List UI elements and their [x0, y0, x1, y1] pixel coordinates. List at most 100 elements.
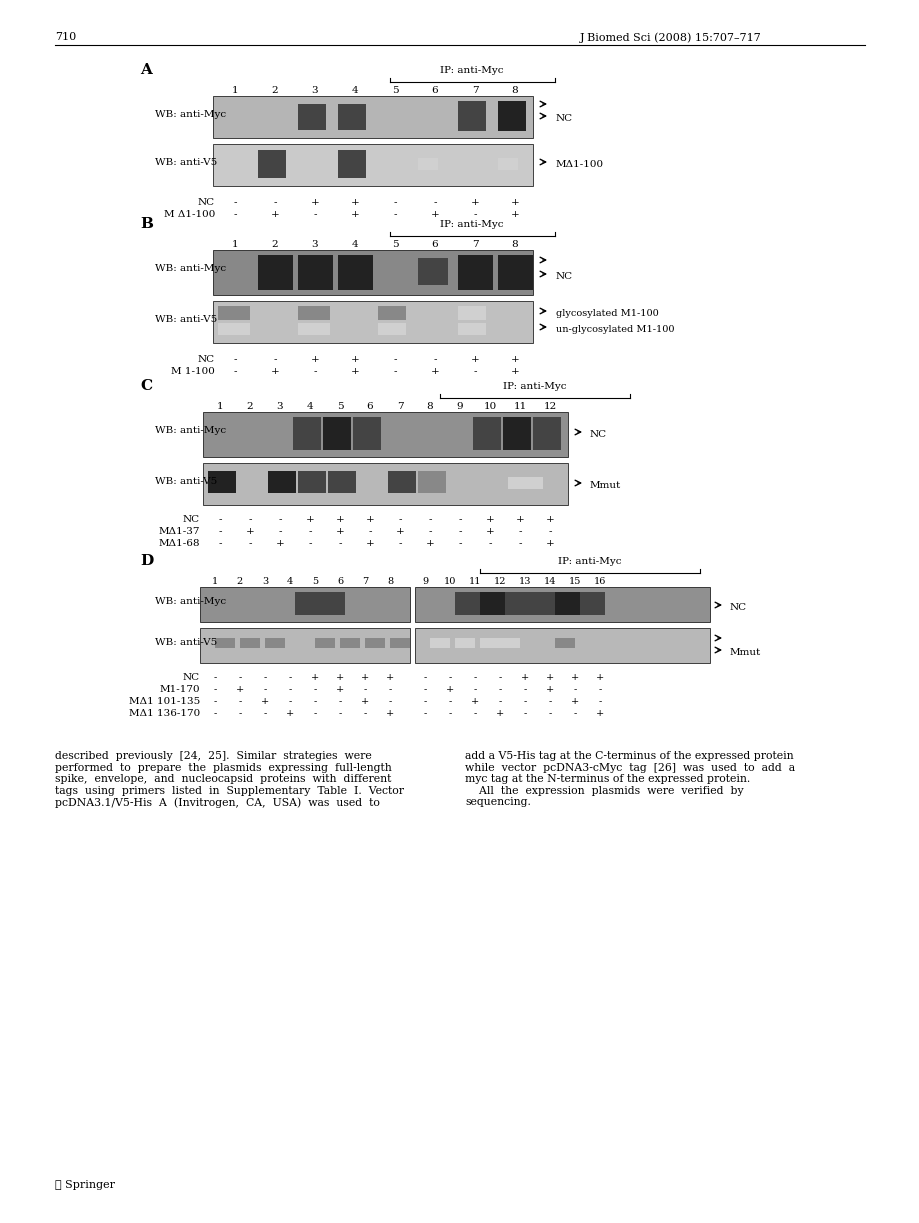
Text: -: - — [517, 527, 521, 536]
Bar — [298, 323, 330, 335]
Text: +: + — [335, 515, 344, 523]
Text: +: + — [311, 198, 319, 207]
Bar — [298, 104, 325, 130]
Text: MΔ1-37: MΔ1-37 — [158, 527, 199, 536]
Bar — [353, 417, 380, 450]
Text: IP: anti-Myc: IP: anti-Myc — [558, 556, 621, 566]
Text: -: - — [363, 709, 367, 718]
Text: 4: 4 — [351, 86, 357, 95]
Text: IP: anti-Myc: IP: anti-Myc — [503, 382, 566, 391]
Text: -: - — [278, 515, 281, 523]
Text: J Biomed Sci (2008) 15:707–717: J Biomed Sci (2008) 15:707–717 — [579, 32, 761, 43]
Bar — [388, 471, 415, 493]
Bar — [458, 256, 493, 290]
Text: 1: 1 — [217, 402, 223, 411]
Text: +: + — [276, 539, 284, 548]
Text: +: + — [235, 685, 244, 693]
Bar — [208, 471, 236, 493]
Text: -: - — [423, 697, 426, 706]
Text: -: - — [427, 527, 431, 536]
Text: WB: anti-Myc: WB: anti-Myc — [154, 264, 226, 273]
Text: -: - — [392, 210, 396, 219]
Text: -: - — [218, 539, 221, 548]
Bar — [455, 638, 474, 648]
Text: 4: 4 — [306, 402, 313, 411]
Text: -: - — [278, 527, 281, 536]
Text: -: - — [388, 685, 391, 693]
Text: MΔ1-68: MΔ1-68 — [158, 539, 199, 548]
Bar — [503, 417, 530, 450]
Bar — [417, 158, 437, 170]
Bar — [497, 256, 532, 290]
Text: -: - — [398, 539, 402, 548]
Bar — [337, 150, 366, 179]
Text: +: + — [596, 673, 604, 682]
Text: +: + — [350, 367, 359, 375]
Text: +: + — [395, 527, 404, 536]
Bar — [458, 323, 485, 335]
Text: 1: 1 — [232, 240, 238, 249]
Text: 6: 6 — [336, 577, 343, 586]
Text: +: + — [471, 355, 479, 364]
Text: 5: 5 — [336, 402, 343, 411]
Text: -: - — [238, 697, 242, 706]
Text: 12: 12 — [543, 402, 556, 411]
Bar — [295, 592, 320, 615]
Bar — [328, 471, 356, 493]
Text: +: + — [515, 515, 524, 523]
Text: -: - — [433, 198, 437, 207]
Text: 16: 16 — [593, 577, 606, 586]
Text: 4: 4 — [351, 240, 357, 249]
Text: +: + — [430, 367, 439, 375]
Text: -: - — [248, 539, 252, 548]
Bar — [378, 323, 405, 335]
Text: 3: 3 — [312, 86, 318, 95]
Text: -: - — [473, 709, 476, 718]
Text: NC: NC — [555, 114, 573, 124]
Text: -: - — [597, 697, 601, 706]
Text: -: - — [427, 515, 431, 523]
Bar — [213, 144, 532, 186]
Text: -: - — [312, 367, 316, 375]
Text: -: - — [433, 355, 437, 364]
Text: -: - — [338, 697, 341, 706]
Text: 7: 7 — [396, 402, 403, 411]
Bar — [203, 464, 567, 505]
Bar — [378, 306, 405, 320]
Text: +: + — [545, 685, 553, 693]
Text: WB: anti-V5: WB: anti-V5 — [154, 158, 217, 168]
Text: -: - — [233, 198, 236, 207]
Text: 3: 3 — [262, 577, 267, 586]
Bar — [365, 638, 384, 648]
Bar — [417, 471, 446, 493]
Text: NC: NC — [183, 673, 199, 682]
Text: +: + — [270, 367, 279, 375]
Text: +: + — [335, 685, 344, 693]
Text: 5: 5 — [312, 577, 318, 586]
Bar — [257, 256, 292, 290]
Text: MΔ1-100: MΔ1-100 — [555, 160, 604, 169]
Bar — [298, 471, 325, 493]
Bar — [267, 471, 296, 493]
Text: -: - — [308, 527, 312, 536]
Text: +: + — [335, 673, 344, 682]
Text: -: - — [263, 709, 267, 718]
Text: +: + — [430, 210, 439, 219]
Text: +: + — [545, 673, 553, 682]
Text: 11: 11 — [469, 577, 481, 586]
Bar — [298, 306, 330, 320]
Text: -: - — [238, 709, 242, 718]
Text: WB: anti-Myc: WB: anti-Myc — [154, 110, 226, 119]
Text: -: - — [398, 515, 402, 523]
Bar — [505, 592, 529, 615]
Bar — [213, 249, 532, 295]
Bar — [579, 592, 605, 615]
Text: NC: NC — [198, 198, 215, 207]
Text: A: A — [140, 64, 152, 77]
Text: -: - — [473, 673, 476, 682]
Text: WB: anti-V5: WB: anti-V5 — [154, 638, 217, 647]
Text: -: - — [392, 198, 396, 207]
Text: -: - — [263, 685, 267, 693]
Bar — [298, 256, 333, 290]
Text: 8: 8 — [511, 86, 517, 95]
